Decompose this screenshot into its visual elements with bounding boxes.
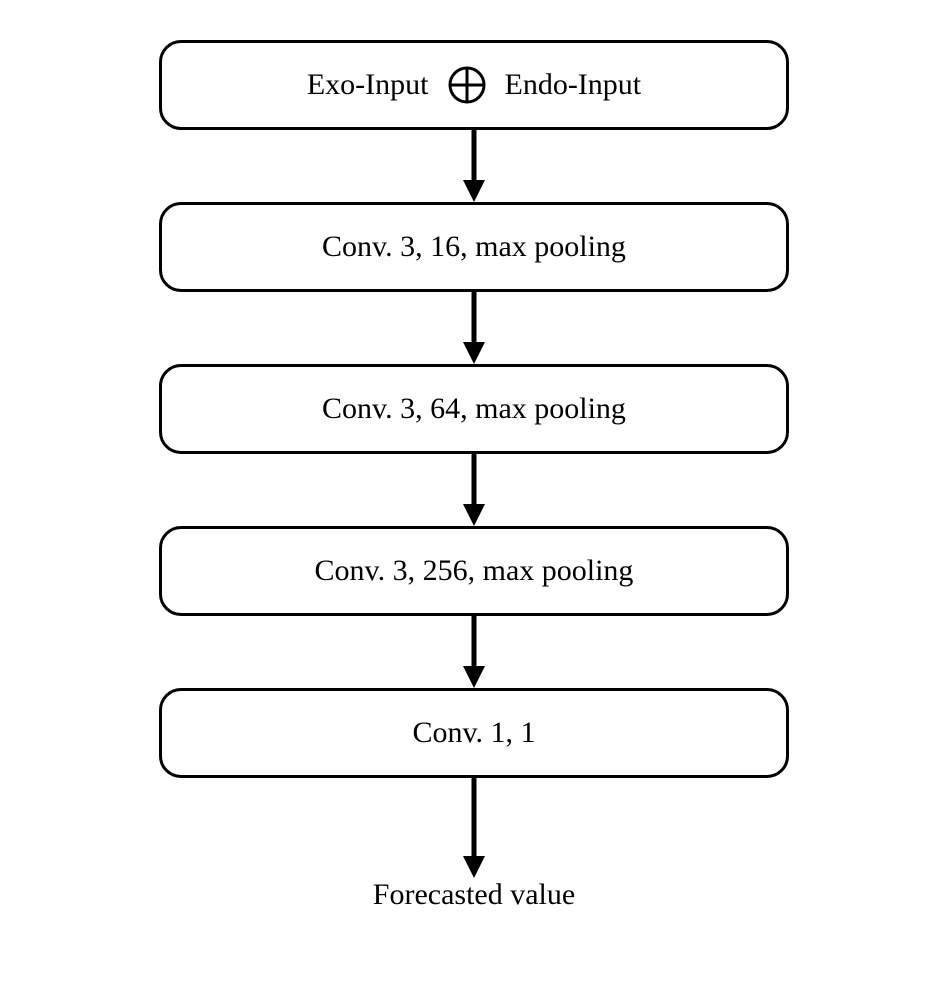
flowchart-container: Exo-Input Endo-Input Conv. 3, 16, max po… xyxy=(159,40,789,912)
conv4-node: Conv. 1, 1 xyxy=(159,688,789,778)
oplus-icon xyxy=(447,65,487,105)
conv3-label: Conv. 3, 256, max pooling xyxy=(315,554,634,588)
output-label: Forecasted value xyxy=(373,878,575,912)
conv3-node: Conv. 3, 256, max pooling xyxy=(159,526,789,616)
arrow-1 xyxy=(459,130,489,202)
input-node: Exo-Input Endo-Input xyxy=(159,40,789,130)
endo-input-label: Endo-Input xyxy=(505,68,642,102)
arrow-2 xyxy=(459,292,489,364)
arrow-5 xyxy=(459,778,489,878)
exo-input-label: Exo-Input xyxy=(307,68,429,102)
conv4-label: Conv. 1, 1 xyxy=(412,716,535,750)
conv2-node: Conv. 3, 64, max pooling xyxy=(159,364,789,454)
arrow-4 xyxy=(459,616,489,688)
conv1-label: Conv. 3, 16, max pooling xyxy=(322,230,626,264)
arrow-3 xyxy=(459,454,489,526)
conv2-label: Conv. 3, 64, max pooling xyxy=(322,392,626,426)
conv1-node: Conv. 3, 16, max pooling xyxy=(159,202,789,292)
